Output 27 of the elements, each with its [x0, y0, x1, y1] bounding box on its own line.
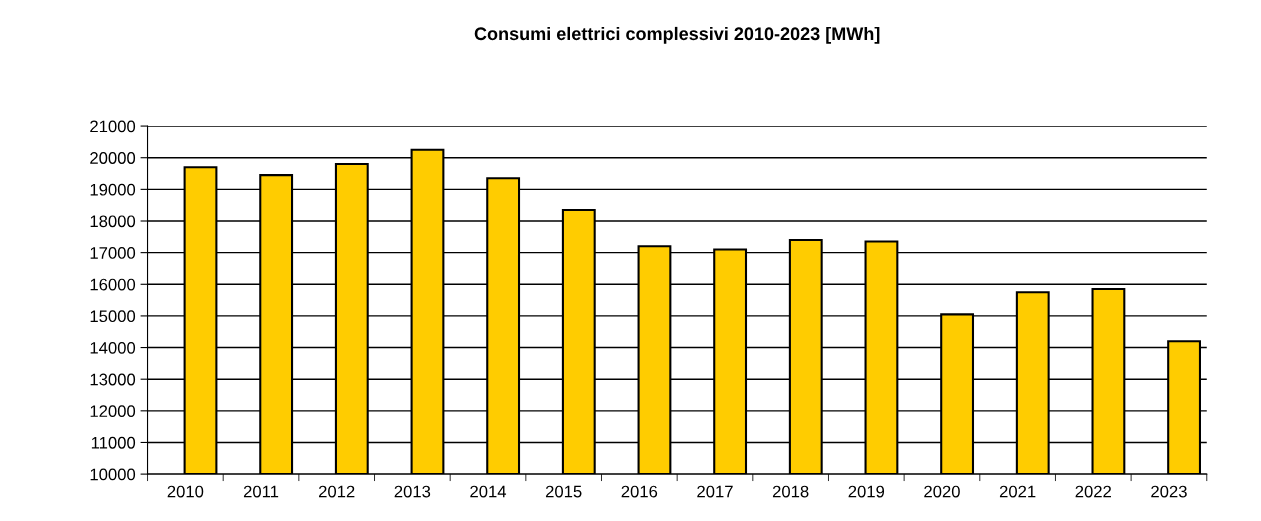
x-tick-label: 2014 [470, 485, 507, 498]
x-tick-label: 2023 [1151, 485, 1187, 498]
x-tick-label: 2011 [243, 485, 279, 498]
y-tick-label: 13000 [90, 373, 136, 386]
x-tick-label: 2022 [1075, 485, 1111, 498]
x-tick-label: 2018 [772, 485, 809, 498]
y-tick-label: 11000 [91, 436, 136, 449]
y-tick-label: 21000 [90, 120, 136, 133]
x-tick-label: 2010 [167, 485, 204, 498]
y-tick-label: 12000 [90, 405, 136, 418]
x-tick-label: 2021 [999, 485, 1036, 498]
y-tick-label: 10000 [90, 468, 136, 481]
x-tick-label: 2013 [394, 485, 431, 498]
y-tick-label: 17000 [90, 247, 136, 259]
y-tick-label: 16000 [90, 278, 136, 291]
y-tick-label: 14000 [90, 341, 136, 354]
y-tick-label: 18000 [90, 215, 136, 228]
x-tick-label: 2020 [924, 485, 960, 498]
x-tick-label: 2019 [848, 485, 885, 498]
x-tick-label: 2017 [697, 485, 733, 498]
y-tick-label: 20000 [90, 152, 136, 164]
x-tick-label: 2016 [621, 485, 658, 498]
y-tick-label: 19000 [90, 183, 136, 196]
x-tick-label: 2015 [545, 485, 582, 498]
chart-title: Consumi elettrici complessivi 2010-2023 [MWh] [474, 26, 880, 44]
y-tick-label: 15000 [90, 310, 136, 323]
x-tick-label: 2012 [318, 485, 355, 498]
